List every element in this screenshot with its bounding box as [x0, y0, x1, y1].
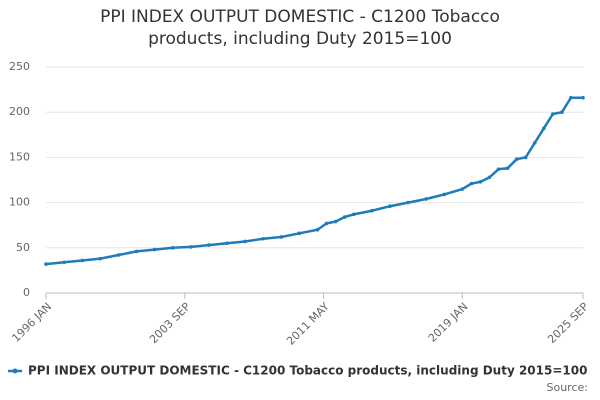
- marker: [116, 253, 121, 257]
- x-tick-label: 2025 SEP: [545, 300, 591, 346]
- chart-title: PPI INDEX OUTPUT DOMESTIC - C1200 Tobacc…: [100, 7, 500, 49]
- marker: [523, 155, 528, 160]
- marker: [505, 166, 510, 171]
- marker: [324, 221, 329, 226]
- y-tick-label: 150: [9, 150, 30, 163]
- marker: [62, 260, 66, 265]
- marker: [551, 112, 555, 116]
- marker: [560, 110, 564, 114]
- marker: [170, 246, 175, 250]
- x-tick-label: 1996 JAN: [9, 300, 54, 345]
- legend-marker: [12, 368, 18, 374]
- marker: [406, 200, 410, 205]
- line: [45, 96, 583, 266]
- marker: [514, 157, 519, 162]
- marker: [351, 212, 356, 217]
- marker: [569, 95, 573, 100]
- x-tick-label: 2019 JAN: [426, 300, 471, 345]
- marker: [469, 181, 474, 186]
- y-tick-label: 0: [23, 286, 30, 299]
- source: Source:: [547, 381, 589, 394]
- marker: [189, 245, 193, 249]
- marker: [44, 262, 48, 266]
- x-tick-label: 2003 SEP: [147, 300, 193, 346]
- marker: [225, 241, 229, 246]
- y-tick-label: 200: [9, 105, 30, 118]
- x-tick-label: 2011 MAY: [284, 300, 332, 348]
- marker: [152, 247, 157, 252]
- y-tick-label: 50: [16, 241, 30, 254]
- marker: [333, 219, 338, 224]
- marker: [80, 258, 85, 263]
- marker: [532, 141, 537, 145]
- marker: [388, 204, 392, 209]
- marker: [261, 236, 266, 241]
- marker: [496, 167, 501, 171]
- marker: [98, 256, 103, 261]
- marker: [460, 187, 465, 191]
- marker: [442, 192, 447, 197]
- marker: [424, 197, 428, 201]
- marker: [207, 243, 211, 247]
- marker: [134, 249, 139, 254]
- marker: [342, 215, 347, 219]
- marker: [478, 180, 483, 184]
- marker: [581, 95, 585, 100]
- legend-label: PPI INDEX OUTPUT DOMESTIC - C1200 Tobacc…: [28, 364, 587, 378]
- marker: [315, 227, 320, 232]
- marker: [370, 208, 374, 213]
- marker: [279, 235, 284, 239]
- marker: [243, 239, 247, 244]
- marker: [541, 126, 546, 131]
- marker: [487, 175, 492, 180]
- marker: [297, 231, 302, 236]
- y-tick-label: 100: [9, 196, 30, 209]
- y-tick-label: 250: [9, 60, 30, 73]
